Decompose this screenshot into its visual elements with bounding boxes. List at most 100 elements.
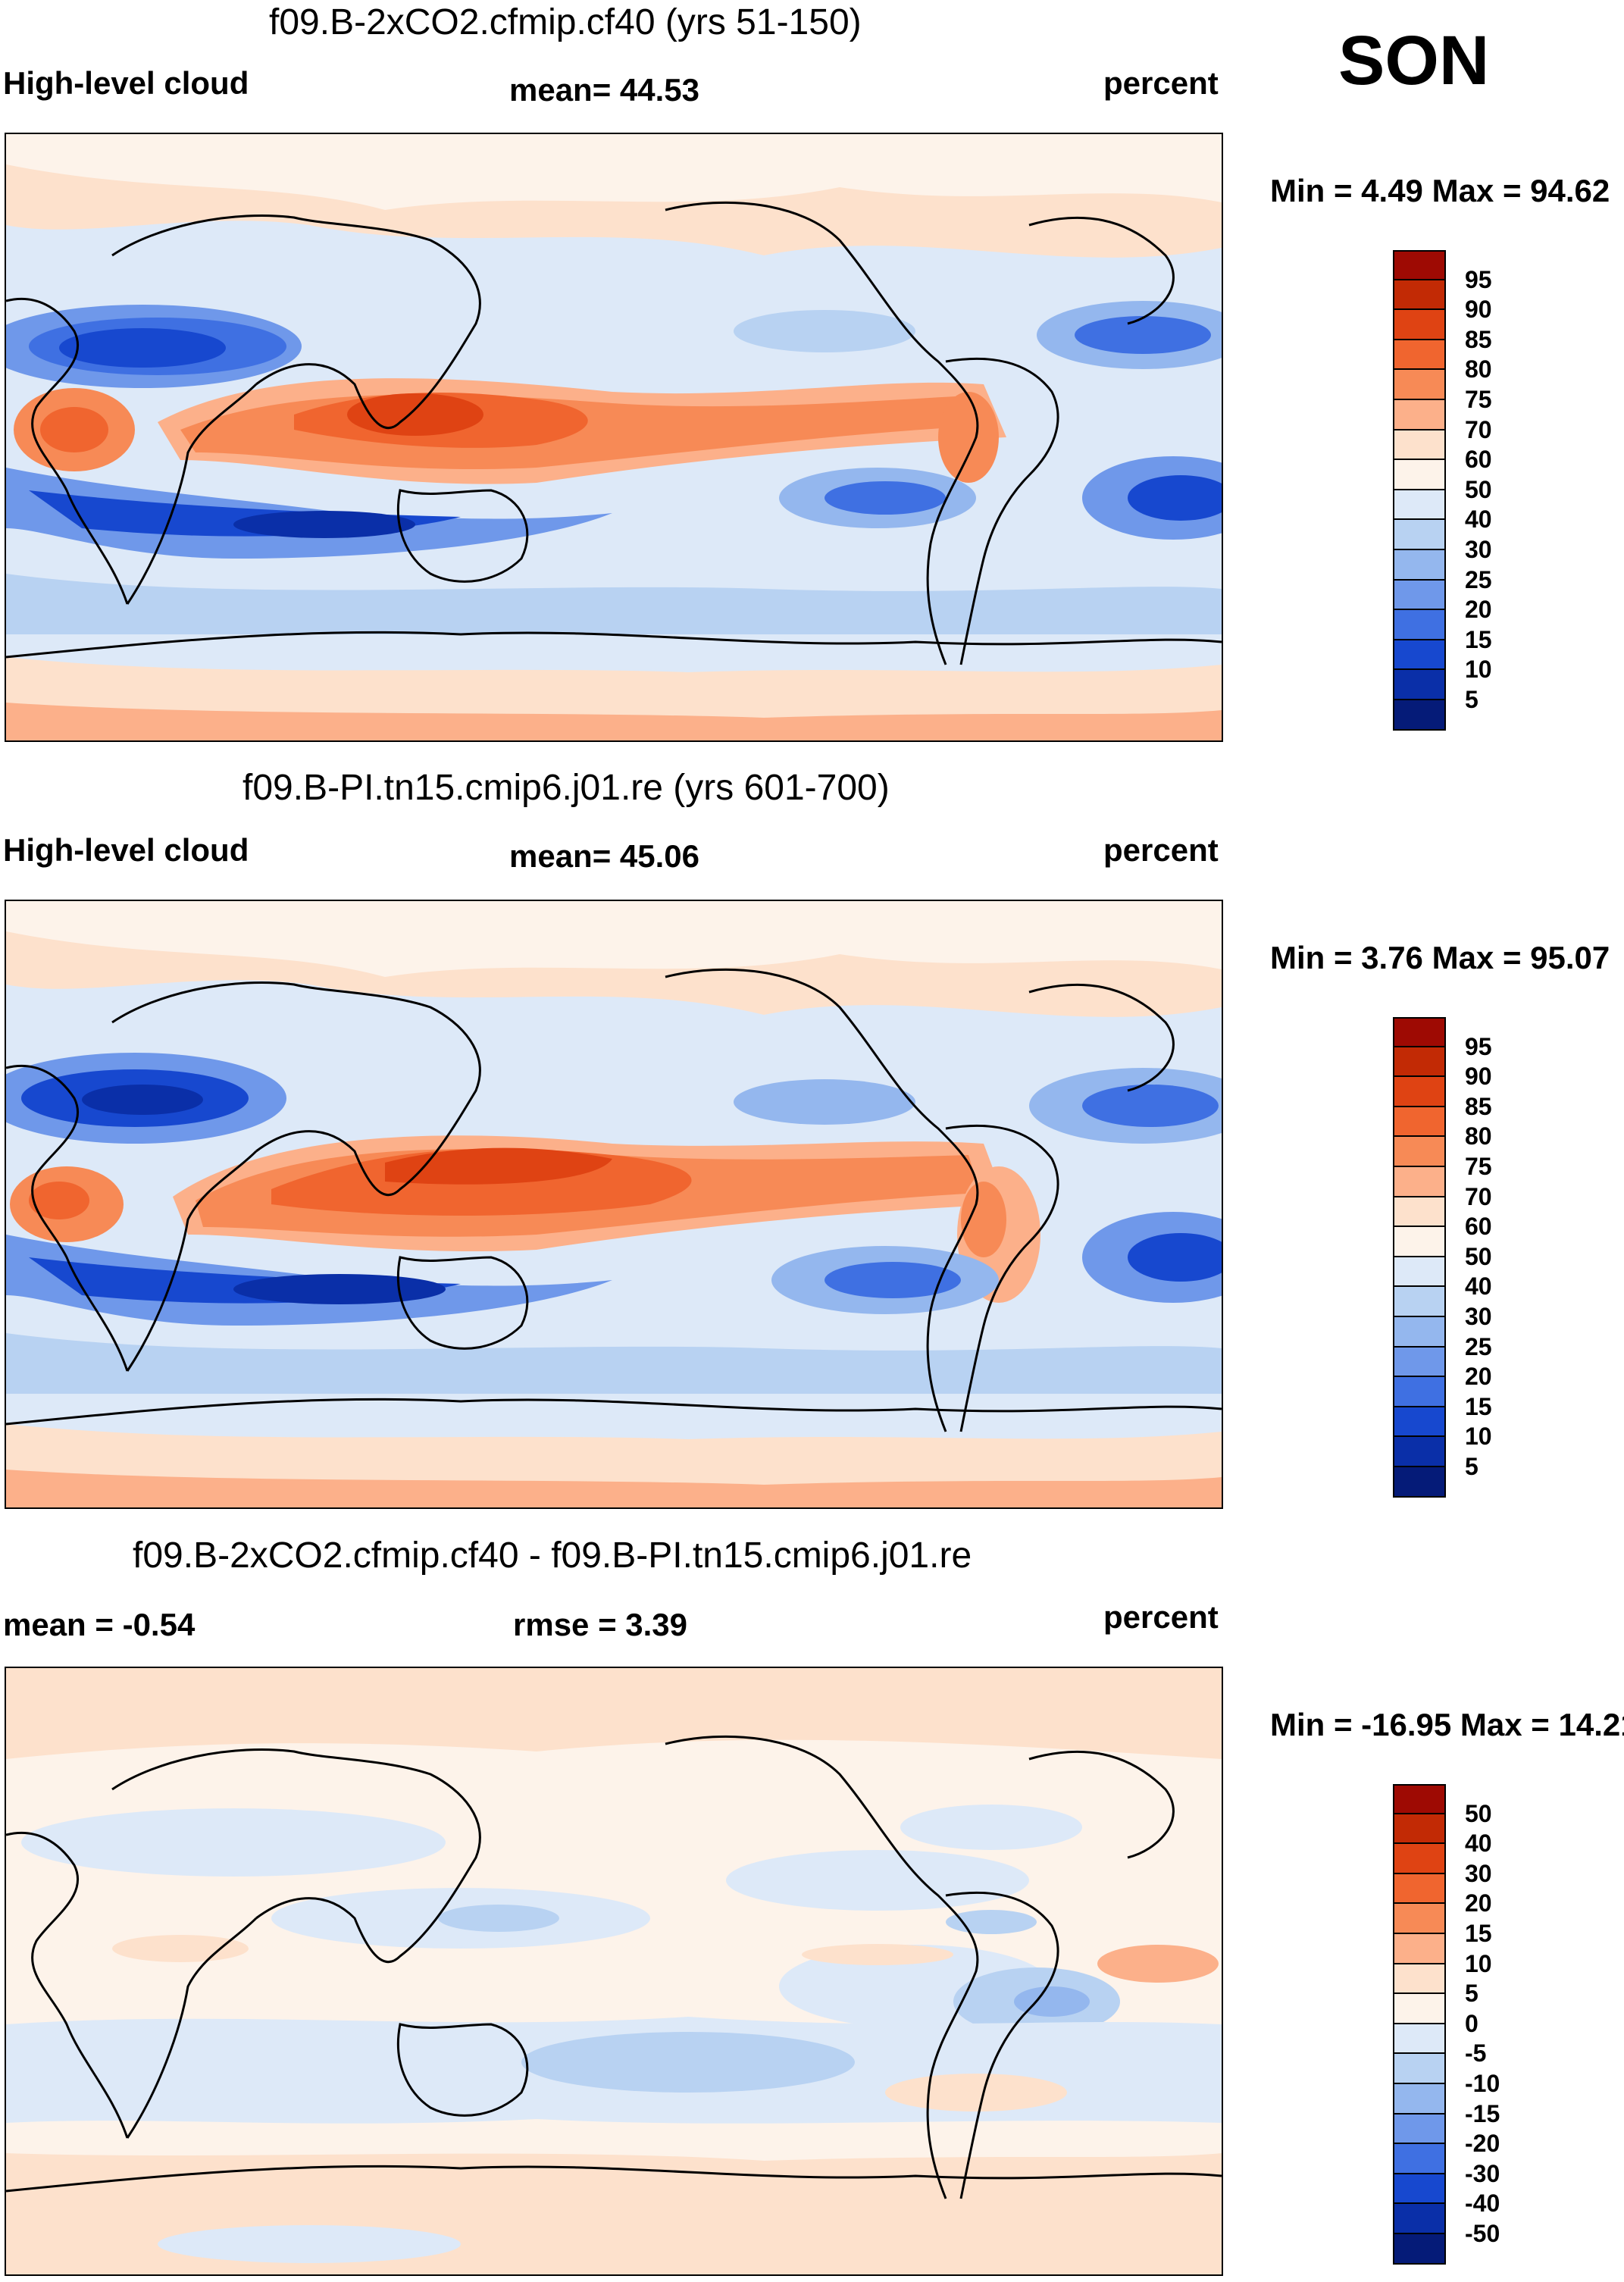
variable-label: High-level cloud — [3, 65, 249, 101]
colorbar-tick-label: -20 — [1465, 2130, 1500, 2158]
colorbar-box — [1393, 280, 1446, 311]
colorbar-tick-label: 15 — [1465, 1392, 1492, 1420]
colorbar-box — [1393, 1844, 1446, 1874]
colorbar-box — [1393, 1994, 1446, 2024]
colorbar-box — [1393, 2024, 1446, 2055]
colorbar-box — [1393, 1227, 1446, 1257]
colorbar-box — [1393, 1467, 1446, 1498]
colorbar-tick-label: -50 — [1465, 2220, 1500, 2247]
colorbar-box — [1393, 1197, 1446, 1228]
colorbar-tick-label: 95 — [1465, 265, 1492, 293]
colorbar-tick-label: 40 — [1465, 506, 1492, 534]
colorbar-tick-label: 75 — [1465, 386, 1492, 413]
colorbar-box — [1393, 1347, 1446, 1378]
colorbar-box — [1393, 490, 1446, 521]
colorbar-box — [1393, 580, 1446, 611]
colorbar-tick-label: -10 — [1465, 2070, 1500, 2097]
minmax-label: Min = 3.76 Max = 95.07 — [1270, 940, 1610, 975]
contour-map — [5, 900, 1223, 1509]
contour-map — [5, 133, 1223, 742]
colorbar-tick-label: 75 — [1465, 1153, 1492, 1180]
colorbar-tick-label: 50 — [1465, 1799, 1492, 1827]
colorbar-tick-label: 30 — [1465, 536, 1492, 563]
colorbar-box — [1393, 1107, 1446, 1138]
minmax-label: Min = -16.95 Max = 14.21 — [1270, 1707, 1624, 1742]
rmse-label: rmse = 3.39 — [513, 1607, 688, 1642]
colorbar-box — [1393, 1873, 1446, 1905]
colorbar-box — [1393, 2204, 1446, 2234]
colorbar-box — [1393, 700, 1446, 731]
colorbar-box — [1393, 520, 1446, 550]
panel-title: f09.B-PI.tn15.cmip6.j01.re (yrs 601-700) — [243, 768, 890, 808]
colorbar-tick-label: 30 — [1465, 1303, 1492, 1330]
colorbar-tick-label: -15 — [1465, 2099, 1500, 2127]
colorbar-tick-label: 40 — [1465, 1272, 1492, 1301]
colorbar-box — [1393, 2144, 1446, 2174]
colorbar-box — [1393, 1257, 1446, 1288]
mean-label: mean= 44.53 — [509, 72, 700, 108]
colorbar-tick-label: 50 — [1465, 475, 1492, 503]
colorbar-tick-label: 60 — [1465, 1213, 1492, 1241]
colorbar-box — [1393, 1437, 1446, 1467]
colorbar-box — [1393, 2114, 1446, 2145]
colorbar-tick-label: -5 — [1465, 2039, 1487, 2068]
colorbar-box — [1393, 610, 1446, 640]
colorbar-tick-label: 25 — [1465, 1332, 1492, 1360]
colorbar-tick-label: 20 — [1465, 1363, 1492, 1391]
colorbar-tick-label: 80 — [1465, 355, 1492, 383]
colorbar-tick-label: 85 — [1465, 325, 1492, 353]
minmax-label: Min = 4.49 Max = 94.62 — [1270, 173, 1610, 208]
colorbar-box — [1393, 1934, 1446, 1964]
panel-title: f09.B-2xCO2.cfmip.cf40 - f09.B-PI.tn15.c… — [133, 1535, 972, 1576]
colorbar-box — [1393, 550, 1446, 581]
colorbar-tick-label: 70 — [1465, 415, 1492, 443]
colorbar-box — [1393, 1047, 1446, 1078]
colorbar-tick-label: 20 — [1465, 1889, 1492, 1917]
colorbar-box — [1393, 1167, 1446, 1197]
colorbar-tick-label: 15 — [1465, 1920, 1492, 1947]
colorbar-box — [1393, 1377, 1446, 1407]
colorbar-box — [1393, 2084, 1446, 2115]
colorbar-tick-label: 25 — [1465, 565, 1492, 593]
colorbar-box — [1393, 1287, 1446, 1317]
colorbar-tick-label: 80 — [1465, 1122, 1492, 1150]
colorbar-tick-label: 15 — [1465, 625, 1492, 653]
variable-label: High-level cloud — [3, 832, 249, 868]
colorbar-tick-label: 50 — [1465, 1242, 1492, 1270]
colorbar-box — [1393, 2054, 1446, 2084]
colorbar-box — [1393, 1137, 1446, 1167]
colorbar-box — [1393, 1814, 1446, 1845]
colorbar: 95 90 85 80 75 70 60 50 40 30 25 20 15 10 5 — [1393, 1017, 1492, 1498]
colorbar: 50 40 30 20 15 10 5 0 -5 -10 -15 -20 -30 -40 -50 — [1393, 1784, 1500, 2265]
colorbar-box — [1393, 670, 1446, 700]
colorbar-box — [1393, 1407, 1446, 1438]
colorbar-box — [1393, 400, 1446, 430]
colorbar-tick-label: 30 — [1465, 1859, 1492, 1887]
units-label: percent — [1103, 65, 1219, 101]
colorbar-tick-label: 95 — [1465, 1032, 1492, 1060]
colorbar-tick-label: 40 — [1465, 1830, 1492, 1858]
colorbar-box — [1393, 370, 1446, 400]
contour-map — [5, 1667, 1223, 2276]
colorbar-tick-label: -30 — [1465, 2159, 1500, 2187]
panel-title: f09.B-2xCO2.cfmip.cf40 (yrs 51-150) — [269, 2, 862, 42]
colorbar-box — [1393, 1964, 1446, 1995]
colorbar-box — [1393, 340, 1446, 371]
colorbar-box — [1393, 2174, 1446, 2205]
colorbar-tick-label: 5 — [1465, 1453, 1478, 1480]
colorbar-tick-label: 0 — [1465, 2009, 1478, 2037]
units-label: percent — [1103, 832, 1219, 868]
colorbar-tick-label: 10 — [1465, 1423, 1492, 1451]
colorbar-tick-label: 5 — [1465, 686, 1478, 713]
colorbar-box — [1393, 310, 1446, 340]
colorbar-box — [1393, 640, 1446, 671]
colorbar-tick-label: 85 — [1465, 1092, 1492, 1120]
colorbar-tick-label: -40 — [1465, 2190, 1500, 2218]
colorbar-box — [1393, 1904, 1446, 1934]
colorbar-box — [1393, 1077, 1446, 1107]
colorbar-tick-label: 90 — [1465, 296, 1492, 324]
colorbar: 95 90 85 80 75 70 60 50 40 30 25 20 15 10 5 — [1393, 250, 1492, 731]
units-label: percent — [1103, 1599, 1219, 1635]
mean-label: mean= 45.06 — [509, 838, 700, 874]
colorbar-box — [1393, 1784, 1446, 1814]
